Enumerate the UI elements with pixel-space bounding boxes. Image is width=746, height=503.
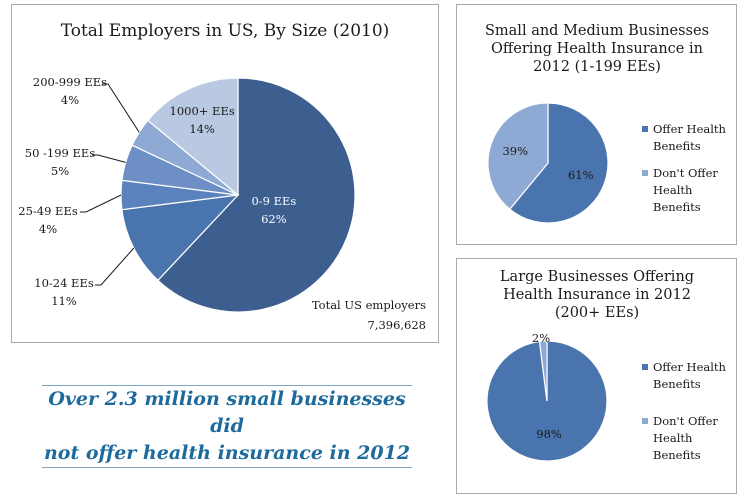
- chart-title-line-2: Offering Health Insurance in: [491, 41, 703, 57]
- legend-swatch-offer-health-benefits: [642, 126, 648, 132]
- pie-slice-1000-ees: [147, 77, 239, 197]
- chart-title-line-2: Health Insurance in 2012: [503, 287, 691, 303]
- total-employers-chart-panel: Total Employers in US, By Size (2010) 0-…: [11, 4, 439, 343]
- pie-slice-don-t-offer-health-benefits: [538, 340, 548, 402]
- callout-text: Over 2.3 million small businesses did no…: [43, 388, 411, 464]
- leader-line-200-999-ees: [102, 83, 140, 133]
- legend-label-don-t-offer-health-benefits-line-2: Health: [653, 183, 693, 197]
- legend-label-offer-health-benefits-line-1: Offer Health: [653, 122, 727, 136]
- slice-percent-don-t-offer-health-benefits: 39%: [502, 144, 528, 158]
- legend-label-don-t-offer-health-benefits-line-1: Don't Offer: [653, 166, 718, 180]
- legend-swatch-offer-health-benefits: [642, 364, 648, 370]
- slice-percent-don-t-offer-health-benefits: 2%: [532, 331, 550, 345]
- slice-percent-10-24-ees: 11%: [51, 294, 77, 308]
- legend-label-don-t-offer-health-benefits-line-3: Benefits: [653, 200, 701, 214]
- leader-line-25-49-ees: [80, 194, 122, 213]
- chart-title: Total Employers in US, By Size (2010): [61, 21, 390, 41]
- chart-title-line-3: 2012 (1-199 EEs): [533, 59, 661, 75]
- legend-label-offer-health-benefits-line-1: Offer Health: [653, 360, 727, 374]
- slice-percent-1000-ees: 14%: [189, 122, 215, 136]
- smb-health-insurance-pie-chart: Small and Medium Businesses Offering Hea…: [485, 23, 727, 224]
- slice-percent-50-199-ees: 5%: [51, 164, 69, 178]
- slice-label-25-49-ees: 25-49 EEs: [18, 204, 78, 218]
- pie-slice-10-24-ees: [121, 194, 240, 282]
- total-employers-annotation-label: Total US employers: [312, 298, 426, 312]
- leader-line-10-24-ees: [95, 247, 135, 286]
- large-business-health-insurance-chart-panel: Large Businesses Offering Health Insuran…: [456, 258, 737, 494]
- callout-box: Over 2.3 million small businesses did no…: [42, 385, 412, 468]
- slice-percent-25-49-ees: 4%: [39, 222, 57, 236]
- legend-label-don-t-offer-health-benefits-line-3: Benefits: [653, 448, 701, 462]
- smb-health-insurance-chart-panel: Small and Medium Businesses Offering Hea…: [456, 4, 737, 245]
- slice-label-10-24-ees: 10-24 EEs: [34, 276, 94, 290]
- pie-slice-offer-health-benefits: [508, 102, 609, 224]
- chart-title-line-1: Small and Medium Businesses: [485, 23, 709, 39]
- legend-label-don-t-offer-health-benefits-line-1: Don't Offer: [653, 414, 718, 428]
- slice-percent-offer-health-benefits: 61%: [568, 168, 594, 182]
- legend-label-offer-health-benefits-line-2: Benefits: [653, 377, 701, 391]
- slice-label-0-9-ees: 0-9 EEs: [251, 194, 296, 208]
- slice-label-50-199-ees: 50 -199 EEs: [25, 146, 96, 160]
- leader-line-50-199-ees: [92, 154, 126, 163]
- slice-percent-200-999-ees: 4%: [61, 93, 79, 107]
- total-employers-annotation-value: 7,396,628: [367, 318, 426, 332]
- chart-title-line-3: (200+ EEs): [555, 305, 639, 321]
- slice-label-200-999-ees: 200-999 EEs: [33, 75, 107, 89]
- large-business-health-insurance-pie-chart: Large Businesses Offering Health Insuran…: [486, 269, 727, 462]
- legend-swatch-don-t-offer-health-benefits: [642, 418, 648, 424]
- legend-label-offer-health-benefits-line-2: Benefits: [653, 139, 701, 153]
- legend-label-don-t-offer-health-benefits-line-2: Health: [653, 431, 693, 445]
- slice-percent-0-9-ees: 62%: [261, 212, 287, 226]
- total-employers-pie-chart: Total Employers in US, By Size (2010) 0-…: [18, 21, 426, 332]
- legend-swatch-don-t-offer-health-benefits: [642, 170, 648, 176]
- slice-percent-offer-health-benefits: 98%: [536, 427, 562, 441]
- pie-slice-don-t-offer-health-benefits: [487, 102, 549, 211]
- pie-slice-0-9-ees: [157, 77, 356, 313]
- slice-label-1000-ees: 1000+ EEs: [170, 104, 235, 118]
- chart-title-line-1: Large Businesses Offering: [500, 269, 694, 285]
